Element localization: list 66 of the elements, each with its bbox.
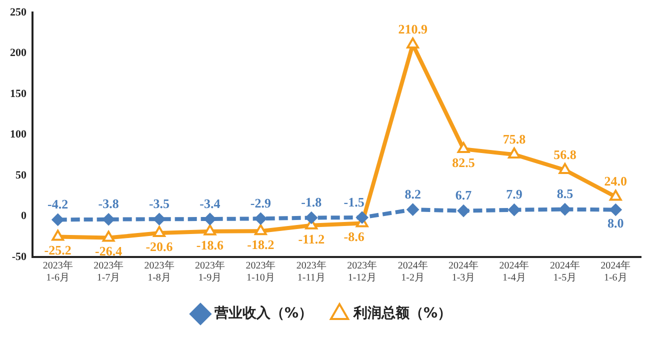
point <box>52 214 64 226</box>
legend-label: 利润总额（%） <box>352 304 452 322</box>
point <box>204 224 216 236</box>
point <box>457 142 470 154</box>
data-label: 8.0 <box>608 216 624 231</box>
x-tick-label: 2023年 1-6月 <box>42 260 73 284</box>
point <box>102 213 115 226</box>
point <box>610 204 622 216</box>
x-tick-label: 2024年 1-3月 <box>448 260 479 284</box>
data-label: 210.9 <box>398 21 428 36</box>
data-label: 6.7 <box>455 188 472 203</box>
data-label: 8.2 <box>404 186 421 202</box>
x-tick-label: 2024年 1-2月 <box>398 260 428 284</box>
data-label: -3.8 <box>98 196 120 212</box>
x-tick-label: 2024年 1-4月 <box>499 260 530 284</box>
data-label: 7.9 <box>506 186 523 202</box>
y-tick-label: -50 <box>12 250 27 263</box>
x-tick-label: 2023年 1-11月 <box>296 260 326 284</box>
point <box>508 148 520 159</box>
x-tick-label: 2023年 1-8月 <box>144 260 174 284</box>
point <box>305 212 318 224</box>
x-tick-label: 2023年 1-12月 <box>347 260 378 284</box>
point <box>458 204 470 217</box>
point <box>254 212 267 225</box>
x-tick-label: 2024年 1-5月 <box>550 260 580 284</box>
legend-label: 营业收入（%） <box>213 306 313 322</box>
point <box>558 162 572 174</box>
data-label: -2.9 <box>250 195 272 210</box>
point <box>254 224 267 236</box>
y-tick-label: 100 <box>10 128 27 141</box>
data-label: -3.4 <box>200 196 221 211</box>
x-tick-label: 2023年 1-10月 <box>246 260 276 284</box>
y-tick-label: 150 <box>10 88 27 100</box>
point <box>153 226 166 238</box>
data-label: -25.2 <box>44 242 72 258</box>
data-label: -1.5 <box>344 194 365 210</box>
data-label: 24.0 <box>604 174 628 189</box>
data-label: -8.6 <box>344 229 365 244</box>
point <box>153 213 166 226</box>
y-tick-label: 50 <box>16 169 27 182</box>
x-tick-label: 2023年 1-7月 <box>94 260 124 284</box>
data-label: 82.5 <box>452 154 476 170</box>
point <box>52 230 64 241</box>
data-label: -26.4 <box>95 244 123 259</box>
data-label: -20.6 <box>146 238 174 254</box>
y-tick-label: 250 <box>10 6 27 18</box>
data-label: -18.6 <box>196 237 224 252</box>
data-label: 56.8 <box>554 146 577 162</box>
data-label: 8.5 <box>556 186 574 202</box>
point <box>609 190 622 201</box>
data-label: -1.8 <box>301 194 322 210</box>
data-label: -18.2 <box>247 236 274 252</box>
data-label: -11.2 <box>298 231 325 246</box>
point <box>406 37 420 48</box>
data-label: -4.2 <box>48 196 68 212</box>
point <box>558 203 571 216</box>
point <box>508 204 520 216</box>
point <box>102 230 115 242</box>
x-tick-label: 2023年 1-9月 <box>194 260 225 284</box>
point <box>406 204 419 216</box>
x-tick-label: 2024年 1-6月 <box>600 260 631 284</box>
point <box>356 211 368 224</box>
y-tick-label: 200 <box>10 47 27 60</box>
data-label: -3.5 <box>148 196 170 211</box>
y-tick-label: 0 <box>21 210 27 222</box>
data-label: 75.8 <box>502 131 526 146</box>
